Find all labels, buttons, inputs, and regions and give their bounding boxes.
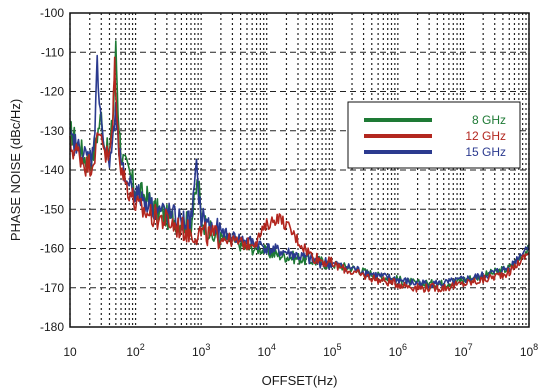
x-axis-label: OFFSET(Hz): [262, 373, 338, 388]
series-line: [69, 54, 530, 289]
y-tick-label: -110: [41, 45, 64, 59]
x-tick-label: 103: [192, 342, 210, 359]
x-tick-label: 105: [323, 342, 341, 359]
x-tick-label: 10: [63, 345, 77, 359]
y-tick-label: -140: [40, 163, 64, 177]
plot-frame: [69, 12, 530, 328]
legend-label: 15 GHz: [465, 145, 506, 159]
y-tick-label: -160: [40, 242, 64, 256]
y-axis-label: PHASE NOISE (dBc/Hz): [8, 99, 23, 241]
x-tick-label: 104: [258, 342, 276, 359]
legend-label: 12 GHz: [465, 129, 506, 143]
x-tick-label: 107: [454, 342, 472, 359]
x-tick-labels: 10 102 103 104 105 106 107 108: [63, 342, 538, 359]
x-tick-label: 102: [126, 342, 144, 359]
legend: 8 GHz 12 GHz 15 GHz: [347, 101, 521, 169]
y-tick-labels: -100 -110 -120 -130 -140 -150 -160 -170 -180: [40, 6, 64, 334]
y-tick-label: -120: [40, 85, 64, 99]
y-tick-label: -150: [40, 202, 64, 216]
y-tick-label: -180: [40, 320, 64, 334]
y-tick-label: -130: [40, 124, 64, 138]
legend-label: 8 GHz: [472, 113, 506, 127]
series-lines: [69, 40, 530, 293]
y-tick-label: -100: [40, 6, 64, 20]
x-tick-label: 108: [520, 342, 538, 359]
series-line: [69, 56, 530, 293]
x-tick-label: 106: [389, 342, 407, 359]
y-tick-label: -170: [40, 281, 64, 295]
